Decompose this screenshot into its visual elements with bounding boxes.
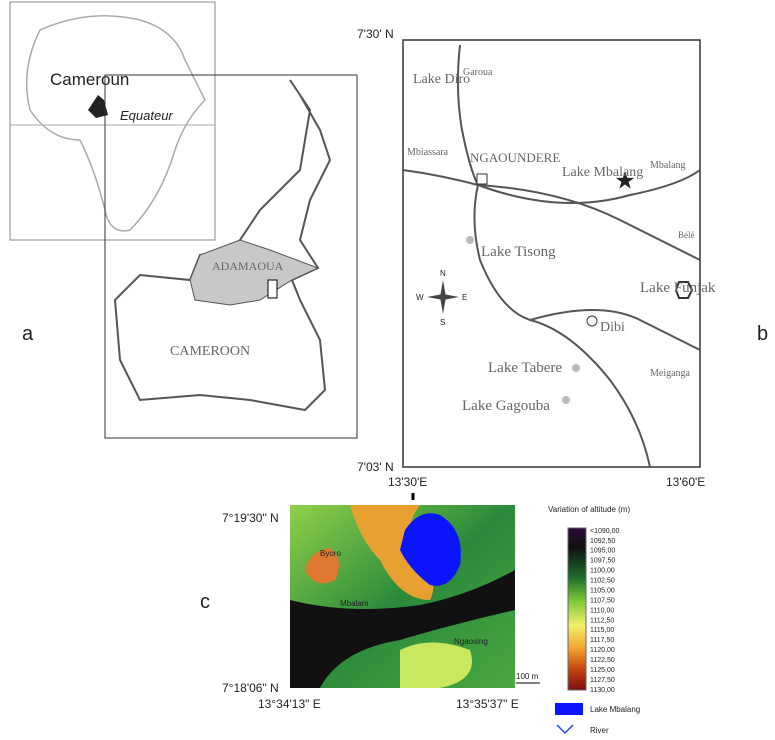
place-label: Bélé [678,230,695,240]
place-label: Byoro [320,549,341,558]
place-label: Ngaosing [454,637,488,646]
legend-level: 1100,00 [590,568,615,575]
place-label: Lake Tisong [481,244,556,260]
map-c: Byoro Mbalam Ngaosing 100 m 7°19'30" N 7… [222,493,640,735]
region-label: ADAMAOUA [212,259,284,273]
scale-label: 100 m [516,672,539,681]
legend-level: 1092,50 [590,538,615,545]
legend-level: 1115,00 [590,627,614,634]
cameroon-mark [88,95,108,118]
place-label: Dibi [600,320,625,335]
lake-mark [674,281,694,299]
map-b: ★ Lake Diro Garoua Mbiassara NGAOUNDERE … [357,27,716,489]
place-label: Lake Mbalang [562,165,643,180]
place-label: Lake Funjak [640,280,716,296]
legend-level: <1090,00 [590,528,619,535]
compass-label: N [440,269,446,278]
legend-title: Variation of altitude (m) [548,505,630,514]
legend-level: 1127,50 [590,677,615,684]
coord-label: 7°19'30" N [222,511,279,525]
legend-level: 1122,50 [590,657,615,664]
legend-level: 1102,50 [590,578,615,585]
place-label: Lake Tabere [488,360,562,376]
place-label: NGAOUNDERE [470,150,560,165]
legend-levels: <1090,00 1092,50 1095,00 1097,50 1100,00 1102… [590,528,619,694]
legend-level: 1107,50 [590,597,615,604]
country-label: CAMEROON [170,344,250,359]
color-bar [567,527,587,691]
coord-label: 13'60'E [666,475,705,489]
legend-level: 1117,50 [590,637,614,644]
legend-level: 1125,00 [590,667,615,674]
highland [305,548,339,584]
place-label: Mbalang [650,160,686,171]
lake-mark [572,364,580,372]
lake [400,513,461,586]
coord-label: 7°18'06" N [222,681,279,695]
legend-level: 1097,50 [590,558,615,565]
town-mark [586,315,598,327]
legend-label: Lake Mbalang [590,705,640,714]
compass-label: W [416,293,424,302]
lake-mark [562,396,570,404]
legend-level: 1130,00 [590,687,615,694]
coord-label: 13°35'37" E [456,697,519,711]
study-area [267,279,278,299]
compass [427,280,459,314]
panel-label: b [757,323,768,345]
panel-label: c [200,591,210,613]
inset-label: Cameroun [50,70,129,89]
lake-mark [466,236,474,244]
place-label: Lake Gagouba [462,398,550,414]
place-label: Mbalam [340,599,369,608]
legend-level: 1095,00 [590,548,615,555]
river [402,169,651,468]
highland [400,642,472,688]
river-swatch [556,724,574,735]
coord-label: 13'30'E [388,475,427,489]
legend-label: River [590,726,609,735]
inset-label: Equateur [120,108,173,123]
valley [290,570,515,688]
legend-level: 1112,50 [590,617,614,624]
place-label: Lake Diro [413,72,470,87]
legend-level: 1110,00 [590,607,614,614]
cameroon-outline [113,79,332,412]
lake-swatch [555,703,583,715]
place-label: Garoua [463,67,493,78]
town-mark [476,173,488,185]
africa-outline [25,15,206,232]
legend-level: 1120,00 [590,647,615,654]
star: ★ [614,167,636,194]
highland [350,505,434,600]
legend-level: 1105,00 [590,587,615,594]
inset-frame [9,1,216,241]
map-a: Cameroun Equateur ADAMAOUA CAMEROON [9,1,358,439]
coord-label: 7'03' N [357,460,394,474]
panel-label: a [22,323,34,345]
river [529,309,701,351]
place-label: Mbiassara [407,147,449,158]
compass-label: E [462,293,467,302]
cameroon-frame [104,74,358,439]
place-label: Meiganga [650,368,691,379]
map-frame [402,39,701,468]
river [456,44,701,204]
coord-label: 7'30' N [357,27,394,41]
compass-label: S [440,318,445,327]
coord-label: 13°34'13" E [258,697,321,711]
river [477,184,701,261]
